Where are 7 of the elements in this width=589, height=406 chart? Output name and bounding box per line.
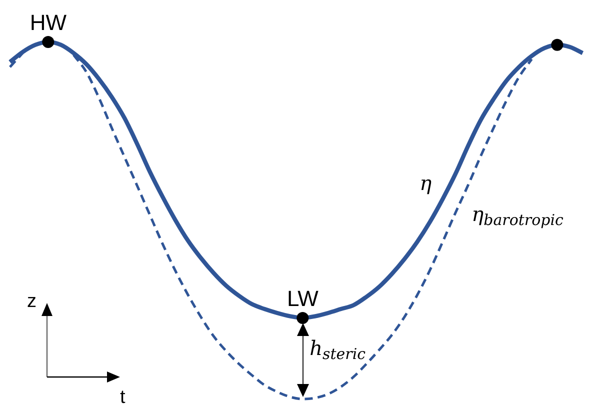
series-label: η [420, 171, 432, 196]
y-axis-title: z [27, 291, 36, 312]
x-axis-title: t [120, 387, 126, 406]
series-label: η$_{barotropic}$ [472, 202, 564, 230]
annotation: h$_{steric}$ [310, 336, 366, 364]
series-label: LW [286, 286, 319, 311]
series-label: HW [30, 10, 67, 35]
